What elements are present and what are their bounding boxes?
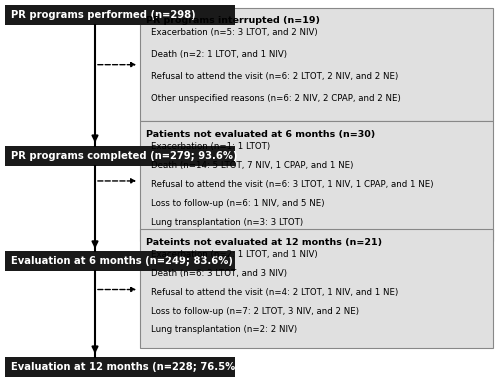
Text: PR programs completed (n=279; 93.6%): PR programs completed (n=279; 93.6%) <box>11 151 237 161</box>
Text: PR programs performed (n=298): PR programs performed (n=298) <box>11 10 196 20</box>
Text: Patients not evaluated at 6 months (n=30): Patients not evaluated at 6 months (n=30… <box>146 130 375 139</box>
Text: Loss to follow-up (n=6: 1 NIV, and 5 NE): Loss to follow-up (n=6: 1 NIV, and 5 NE) <box>151 199 324 208</box>
Bar <box>5 357 235 377</box>
Bar <box>5 146 235 166</box>
Bar <box>140 8 492 121</box>
Text: Lung transplantation (n=2: 2 NIV): Lung transplantation (n=2: 2 NIV) <box>151 325 297 335</box>
Text: Refusal to attend the visit (n=6: 3 LTOT, 1 NIV, 1 CPAP, and 1 NE): Refusal to attend the visit (n=6: 3 LTOT… <box>151 180 434 189</box>
Text: Pateints not evaluated at 12 months (n=21): Pateints not evaluated at 12 months (n=2… <box>146 238 382 246</box>
Bar <box>5 251 235 271</box>
Text: Refusal to attend the visit (n=6: 2 LTOT, 2 NIV, and 2 NE): Refusal to attend the visit (n=6: 2 LTOT… <box>151 72 398 81</box>
Text: Loss to follow-up (n=7: 2 LTOT, 3 NIV, and 2 NE): Loss to follow-up (n=7: 2 LTOT, 3 NIV, a… <box>151 306 359 316</box>
Bar <box>140 229 492 348</box>
Text: Death (n=14: 5 LTOT, 7 NIV, 1 CPAP, and 1 NE): Death (n=14: 5 LTOT, 7 NIV, 1 CPAP, and … <box>151 161 354 170</box>
Text: Exacerbation (n=1: 1 LTOT): Exacerbation (n=1: 1 LTOT) <box>151 142 270 151</box>
Text: Evaluation at 6 months (n=249; 83.6%): Evaluation at 6 months (n=249; 83.6%) <box>11 256 233 266</box>
Text: Death (n=2: 1 LTOT, and 1 NIV): Death (n=2: 1 LTOT, and 1 NIV) <box>151 50 287 59</box>
Text: Exacerbation (n=2: 1 LTOT, and 1 NIV): Exacerbation (n=2: 1 LTOT, and 1 NIV) <box>151 250 318 259</box>
Text: Refusal to attend the visit (n=4: 2 LTOT, 1 NIV, and 1 NE): Refusal to attend the visit (n=4: 2 LTOT… <box>151 288 398 296</box>
Bar <box>5 5 235 25</box>
Text: Other unspecified reasons (n=6: 2 NIV, 2 CPAP, and 2 NE): Other unspecified reasons (n=6: 2 NIV, 2… <box>151 94 401 103</box>
Text: Evaluation at 12 months (n=228; 76.5%): Evaluation at 12 months (n=228; 76.5%) <box>11 362 240 372</box>
Text: PR programs interrupted (n=19): PR programs interrupted (n=19) <box>146 16 320 25</box>
Text: Lung transplantation (n=3: 3 LTOT): Lung transplantation (n=3: 3 LTOT) <box>151 218 303 227</box>
Text: Exacerbation (n=5: 3 LTOT, and 2 NIV): Exacerbation (n=5: 3 LTOT, and 2 NIV) <box>151 28 318 37</box>
Bar <box>140 121 492 241</box>
Text: Death (n=6: 3 LTOT, and 3 NIV): Death (n=6: 3 LTOT, and 3 NIV) <box>151 269 287 278</box>
